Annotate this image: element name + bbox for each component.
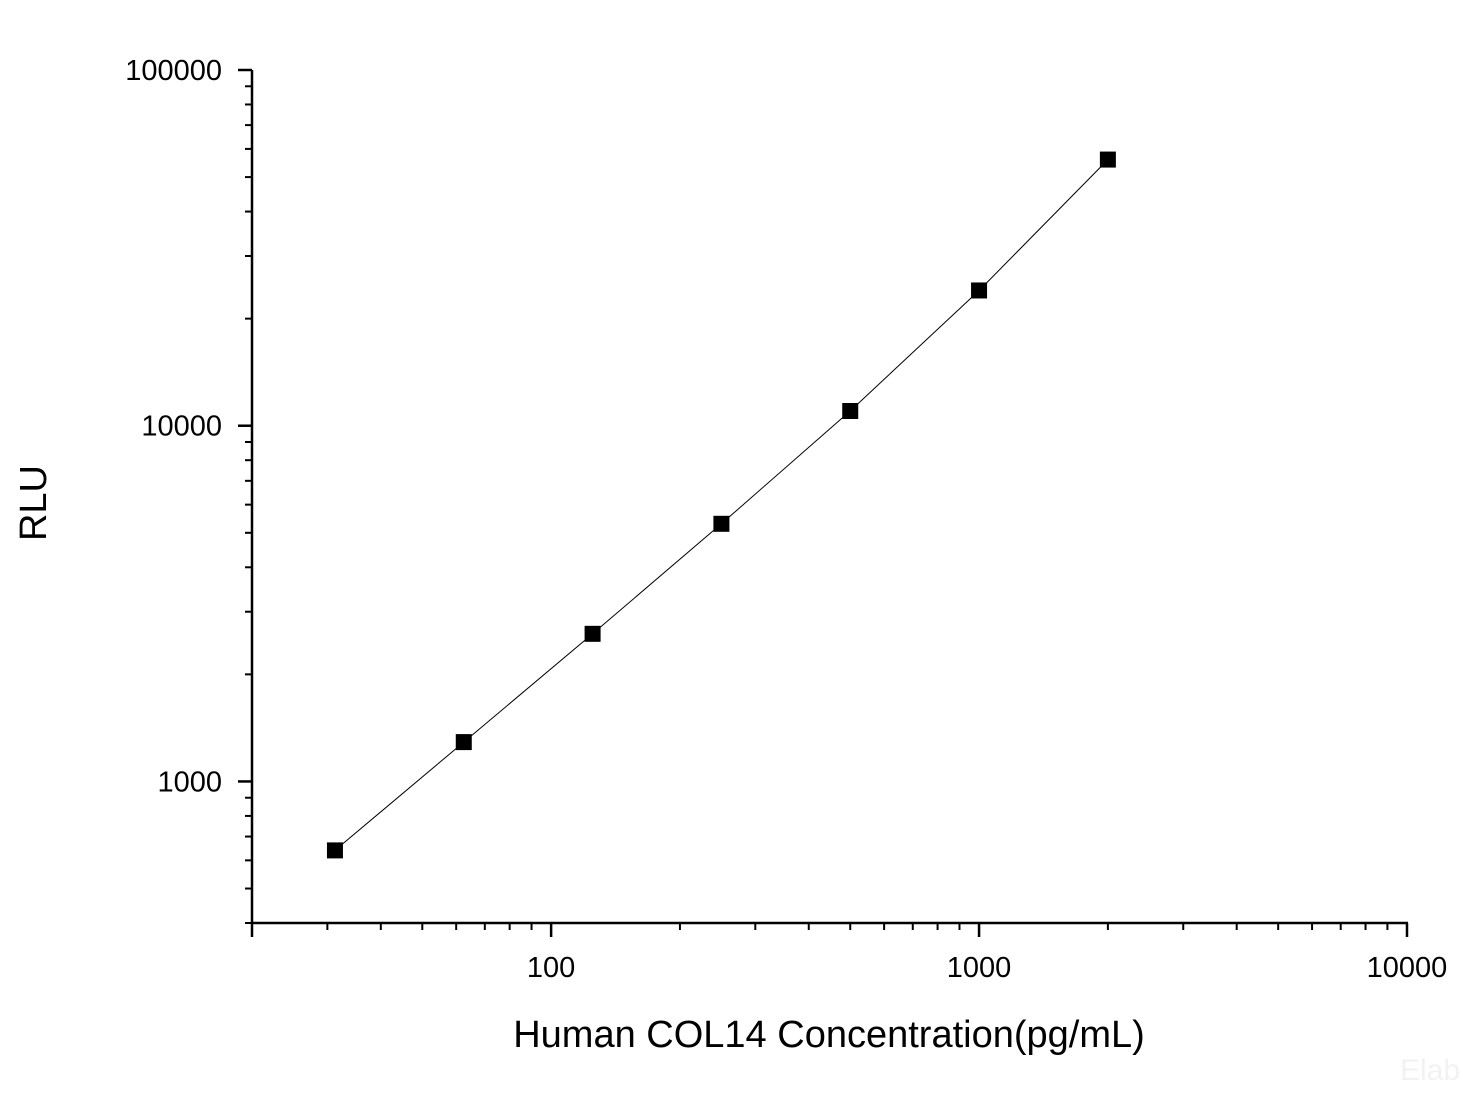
x-tick-label: 10000 xyxy=(1367,952,1448,984)
y-ticks: 1000 10000 100000 xyxy=(125,55,252,924)
x-ticks: 100 1000 10000 xyxy=(250,923,1448,984)
data-point xyxy=(971,282,988,299)
y-tick-label: 1000 xyxy=(157,766,222,798)
data-point xyxy=(584,625,601,642)
y-axis-label: RLU xyxy=(13,465,55,541)
data-point xyxy=(455,734,472,751)
watermark-text: Elab xyxy=(1400,1054,1460,1087)
x-axis-label: Human COL14 Concentration(pg/mL) xyxy=(513,1014,1145,1056)
data-point xyxy=(842,402,859,419)
data-point xyxy=(1099,151,1116,168)
data-point xyxy=(326,842,343,859)
y-tick-label: 100000 xyxy=(125,55,222,87)
x-tick-label: 1000 xyxy=(947,952,1012,984)
axes: 100 1000 10000 1000 10000 100000 xyxy=(125,55,1447,984)
x-tick-label: 100 xyxy=(527,952,575,984)
series-line xyxy=(334,159,1109,851)
plot-area xyxy=(326,151,1116,859)
data-point xyxy=(713,515,730,532)
y-tick-label: 10000 xyxy=(141,411,222,443)
